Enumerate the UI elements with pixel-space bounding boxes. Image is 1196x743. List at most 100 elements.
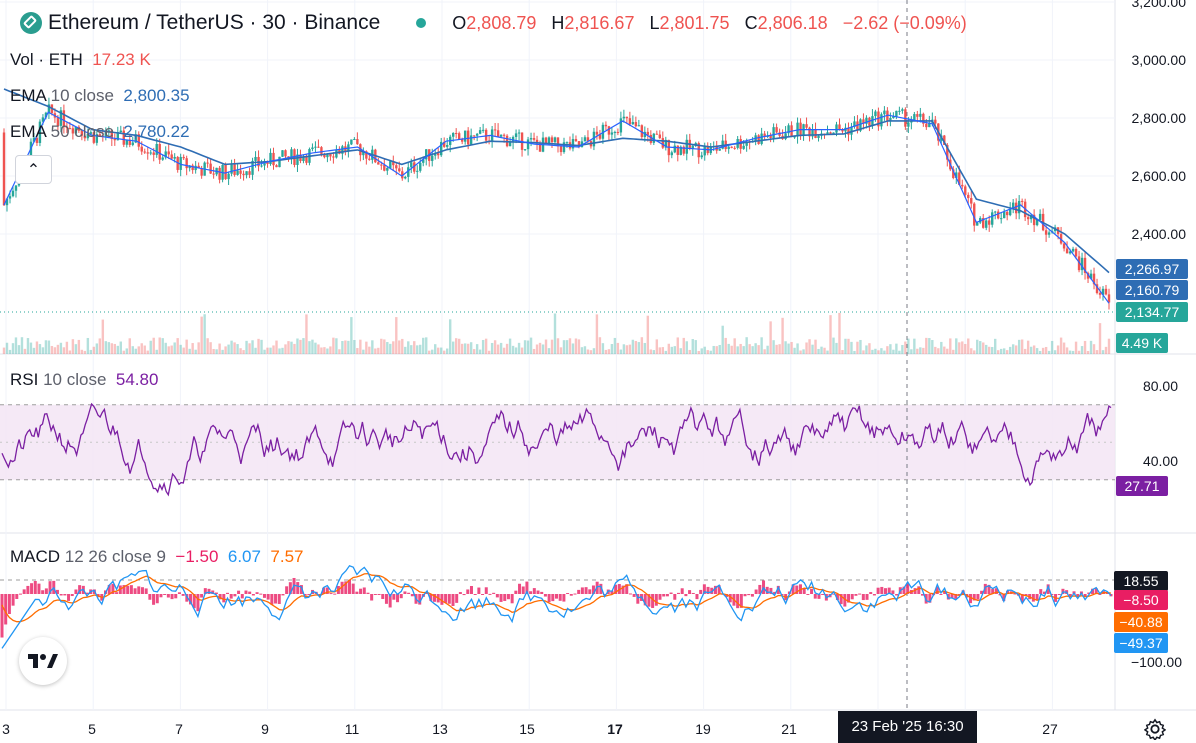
candle-body (413, 162, 416, 172)
macd-histogram-bar (632, 594, 636, 597)
macd-histogram-bar (288, 582, 292, 594)
volume-bar (332, 337, 335, 354)
candle-body (227, 173, 230, 180)
volume-bar (392, 341, 395, 354)
macd-histogram-bar (233, 594, 237, 597)
macd-histogram-bar (148, 594, 152, 600)
macd-histogram-bar (488, 593, 492, 595)
tradingview-logo-icon[interactable] (19, 637, 67, 685)
settings-gear-icon[interactable] (1144, 718, 1166, 740)
candle-body (302, 156, 305, 161)
candle-body (233, 164, 236, 175)
macd-histogram-bar (129, 585, 133, 594)
volume-bar (239, 348, 242, 354)
candle-body (703, 145, 706, 156)
macd-legend[interactable]: MACD 12 26 close 9 −1.50 6.07 7.57 (10, 547, 304, 566)
ema50-legend[interactable]: EMA 50 close 2,780.22 (10, 122, 190, 141)
volume-bar (167, 346, 170, 354)
macd-histogram-bar (950, 594, 954, 599)
candle-body (179, 156, 182, 170)
volume-bar (511, 345, 515, 354)
volume-bar (484, 338, 488, 354)
macd-histogram-bar (562, 594, 566, 602)
volume-bar (805, 342, 808, 354)
macd-histogram-bar (384, 594, 388, 604)
candle-body (535, 139, 539, 144)
macd-histogram-bar (63, 594, 67, 596)
macd-histogram-bar (462, 594, 466, 596)
candle-body (149, 152, 152, 154)
ohlc-readout: O2,808.79 H2,816.67 L2,801.75 C2,806.18 … (452, 12, 967, 33)
macd-histogram-bar (1002, 594, 1006, 602)
candle-body (80, 130, 84, 136)
volume-bar (284, 344, 287, 354)
volume-bar (86, 337, 90, 354)
last-price-tag: 2,134.77 (1116, 302, 1188, 322)
macd-histogram-bar (240, 594, 244, 599)
volume-bar (565, 340, 569, 354)
volume-bar (326, 348, 329, 354)
candle-body (1014, 202, 1018, 214)
volume-bar (472, 349, 476, 354)
candle-body (32, 137, 36, 142)
macd-histogram-bar (880, 586, 884, 594)
volume-bar (850, 341, 853, 354)
candle-body (395, 165, 398, 169)
macd-histogram-bar (1076, 594, 1080, 597)
rsi-legend[interactable]: RSI 10 close 54.80 (10, 370, 159, 389)
volume-bar (152, 337, 155, 354)
volume-bar (994, 338, 997, 354)
volume-bar (751, 346, 754, 354)
volume-bar (685, 341, 688, 354)
volume-bar (619, 349, 623, 354)
volume-bar (197, 342, 200, 354)
volume-bar (754, 343, 757, 354)
volume-bar (778, 344, 781, 354)
volume-bar (955, 338, 958, 354)
candle-body (625, 116, 629, 119)
volume-legend[interactable]: Vol · ETH 17.23 K (10, 50, 151, 69)
volume-bar (937, 348, 940, 354)
macd-histogram-bar (70, 594, 74, 597)
macd-hist-tag: −8.50 (1114, 590, 1168, 610)
candle-body (107, 130, 111, 132)
ema10-legend[interactable]: EMA 10 close 2,800.35 (10, 86, 190, 105)
symbol-title[interactable]: Ethereum / TetherUS · 30 · Binance (48, 11, 381, 34)
macd-histogram-bar (340, 581, 344, 594)
macd-histogram-bar (396, 594, 400, 603)
volume-bar (1026, 340, 1030, 354)
volume-bar (676, 337, 679, 354)
volume-bar (742, 346, 745, 354)
candle-body (793, 136, 796, 138)
volume-bar (338, 349, 341, 354)
macd-histogram-bar (839, 594, 843, 605)
candle-body (92, 132, 96, 143)
volume-bar (329, 346, 332, 354)
candle-body (317, 146, 320, 148)
volume-bar (191, 343, 194, 354)
macd-histogram-bar (399, 594, 403, 599)
volume-bar (23, 348, 27, 354)
candle-body (895, 110, 898, 117)
x-tick: 11 (344, 721, 360, 737)
candle-body (422, 159, 425, 163)
volume-bar (814, 339, 817, 354)
candle-body (173, 156, 176, 159)
price-tick: 2,600.00 (1131, 168, 1187, 184)
macd-histogram-bar (137, 586, 141, 594)
candle-body (1032, 214, 1036, 226)
macd-histogram-bar (588, 589, 592, 594)
candle-body (838, 124, 841, 130)
volume-bar (206, 338, 209, 354)
candle-body (874, 111, 877, 117)
macd-histogram-bar (1035, 594, 1039, 600)
volume-bar (32, 347, 36, 354)
candle-body (254, 156, 257, 161)
macd-histogram-bar (170, 594, 174, 600)
volume-bar (673, 346, 676, 354)
candle-body (880, 114, 883, 127)
candle-body (47, 104, 51, 113)
candle-body (56, 117, 60, 126)
collapse-legend-button[interactable]: ⌃ (15, 155, 52, 184)
